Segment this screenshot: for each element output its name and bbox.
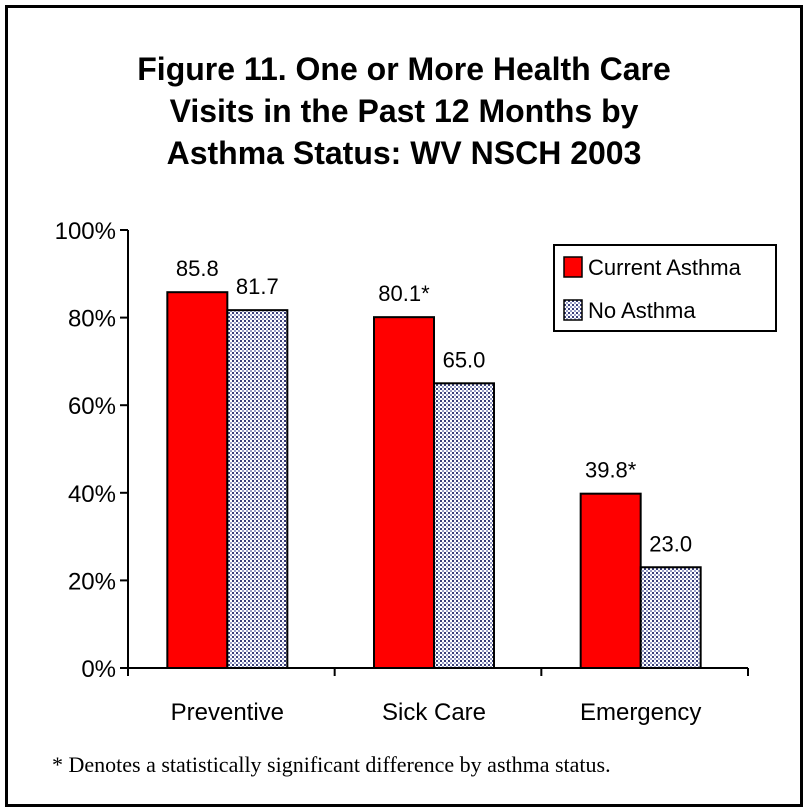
x-category-label: Preventive [171,699,284,726]
y-tick-label: 20% [68,568,116,595]
legend-swatch-no-asthma [563,299,583,321]
title-line-2: Visits in the Past 12 Months by [169,93,639,129]
bar-no-asthma [433,382,495,669]
title-line-1: Figure 11. One or More Health Care [137,51,671,87]
data-label: 85.8 [176,256,219,281]
bar-no-asthma [226,309,289,669]
y-tick-label: 0% [81,656,116,683]
data-label: 65.0 [443,347,486,372]
axes: 0% 20% 40% 60% 80% 100% [55,218,749,683]
data-label: 39.8* [585,458,637,483]
data-label: 23.0 [649,531,692,556]
bar-current-asthma [579,492,642,669]
legend-label: Current Asthma [588,255,742,280]
y-tick-label: 100% [55,218,116,245]
legend: Current Asthma No Asthma [553,244,777,332]
legend-box [553,244,777,332]
data-label: 80.1* [378,281,430,306]
x-category-label: Sick Care [382,699,486,726]
y-tick-label: 40% [68,481,116,508]
legend-label: No Asthma [588,298,696,323]
footnote: * Denotes a statistically significant di… [52,752,611,777]
title-line-3: Asthma Status: WV NSCH 2003 [166,135,642,171]
bar-current-asthma [373,316,435,669]
x-category-label: Emergency [580,699,701,726]
bars: 85.8 81.7 Preventive 80.1* 65.0 Sick Care 39.8… [166,256,702,726]
y-tick-label: 80% [68,306,116,333]
bar-current-asthma [166,291,229,669]
chart-title: Figure 11. One or More Health Care Visit… [0,48,808,174]
legend-swatch-current-asthma [563,256,583,278]
y-tick-label: 60% [68,393,116,420]
bar-no-asthma [639,566,702,670]
data-label: 81.7 [236,274,279,299]
